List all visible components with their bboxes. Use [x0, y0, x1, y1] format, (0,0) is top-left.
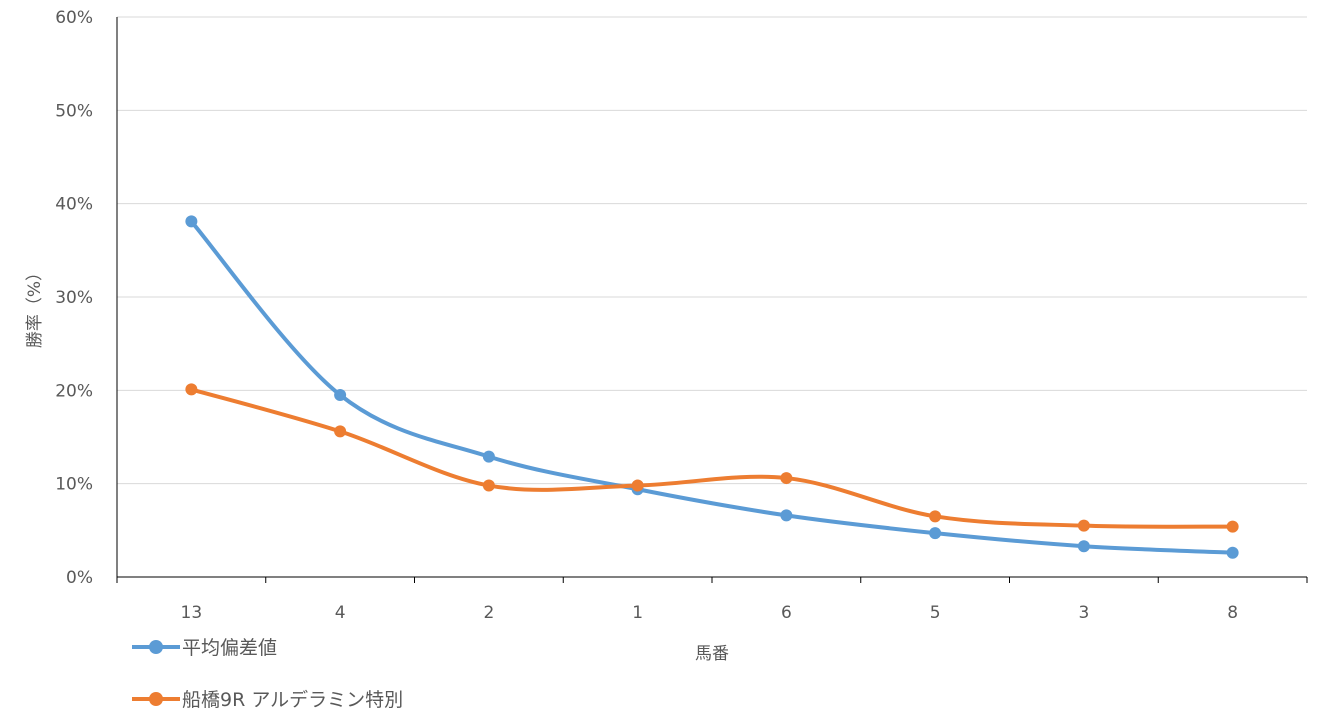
- axes: [116, 17, 1308, 583]
- series-1-point-7: [1226, 546, 1239, 559]
- legend-label-2: 船橋9R アルデラミン特別: [182, 689, 404, 711]
- y-tick-label-0: 0%: [66, 568, 93, 588]
- y-tick-label-1: 10%: [55, 475, 93, 495]
- y-tick-label-3: 30%: [55, 288, 93, 308]
- x-axis-title: 馬番: [695, 644, 729, 664]
- y-tick-label-6: 60%: [55, 8, 93, 28]
- legend-label-1: 平均偏差値: [182, 637, 278, 659]
- x-tick-label-3: 1: [632, 603, 643, 623]
- series-2-point-1: [334, 425, 347, 438]
- series-line-2: [189, 387, 1235, 529]
- x-tick-label-7: 8: [1227, 603, 1238, 623]
- series-2-point-0: [185, 383, 198, 396]
- y-tick-label-4: 40%: [55, 195, 93, 215]
- gridlines: [117, 16, 1307, 485]
- series-1-point-1: [334, 389, 347, 401]
- y-tick-labels: 0% 10% 20% 30% 40% 50% 60%: [55, 8, 93, 588]
- x-tick-labels: 13 4 2 1 6 5 3 8: [181, 603, 1238, 623]
- series-group: [185, 215, 1239, 559]
- x-tick-label-5: 5: [930, 603, 941, 623]
- x-tick-label-6: 3: [1078, 603, 1089, 623]
- y-axis-title: 勝率（%）: [25, 264, 45, 348]
- series-1-point-4: [780, 509, 793, 522]
- y-tick-label-2: 20%: [55, 381, 93, 401]
- series-1-point-0: [185, 215, 198, 228]
- legend-item-2: 船橋9R アルデラミン特別: [132, 685, 403, 712]
- series-2-point-7: [1226, 520, 1239, 533]
- series-line-1: [189, 219, 1235, 555]
- legend-item-1: 平均偏差値: [132, 633, 277, 660]
- series-1-point-5: [929, 527, 942, 540]
- series-1-point-6: [1077, 540, 1090, 553]
- series-1-point-2: [482, 450, 495, 463]
- x-tick-label-0: 13: [181, 603, 203, 623]
- x-tick-label-4: 6: [781, 603, 792, 623]
- y-tick-label-5: 50%: [55, 101, 93, 121]
- series-2-point-6: [1077, 519, 1090, 532]
- legend-swatch-2: [132, 691, 180, 707]
- series-2-point-2: [482, 479, 495, 492]
- legend-swatch-1: [132, 639, 180, 655]
- series-2-point-4: [780, 472, 793, 485]
- series-2-point-5: [929, 510, 942, 523]
- x-tick-label-2: 2: [483, 603, 494, 623]
- x-tick-label-1: 4: [335, 603, 346, 623]
- series-2-point-3: [631, 479, 644, 492]
